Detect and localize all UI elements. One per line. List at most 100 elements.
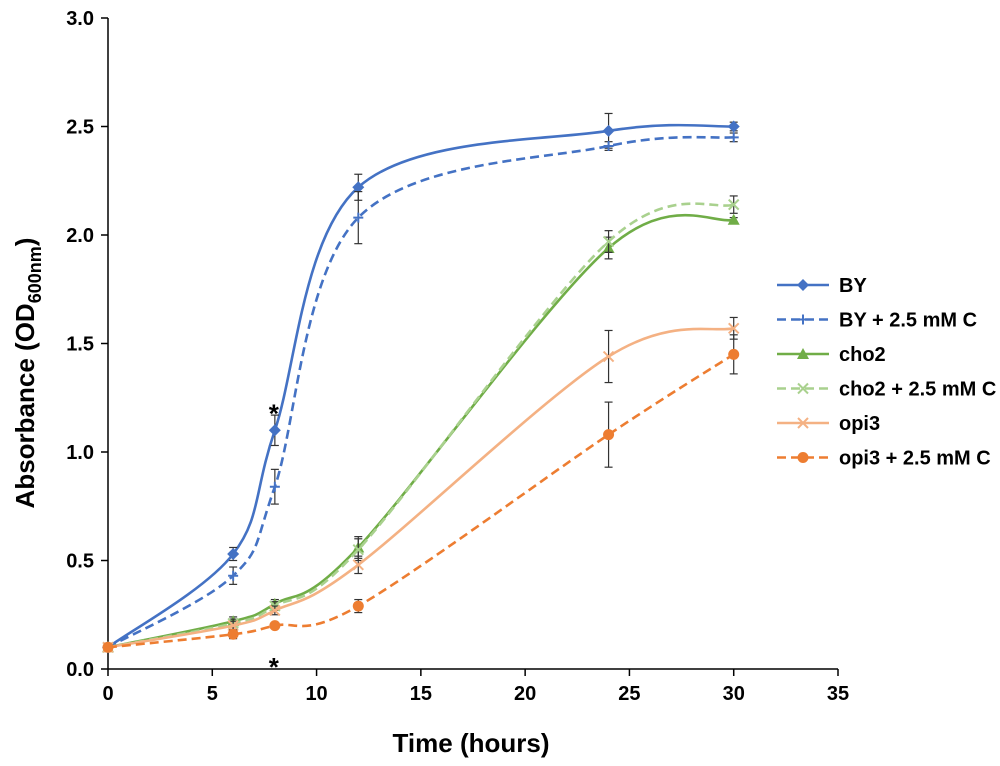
- legend-marker: [798, 314, 808, 325]
- legend-marker: [797, 279, 809, 291]
- x-marker: [352, 543, 364, 556]
- x-marker: [602, 235, 615, 248]
- data-point: [728, 132, 739, 143]
- data-point: [228, 570, 239, 581]
- data-point: [352, 559, 364, 571]
- data-point: [728, 322, 740, 335]
- x-tick-label: 20: [514, 683, 536, 705]
- data-point: [727, 213, 740, 225]
- cross-marker: [269, 481, 280, 492]
- x-tick-label: 15: [410, 683, 432, 705]
- axes: 0 5 10 15 20 25 30 35 0.0 0.5 1.0 1.5 2.0 2.5 3.0: [66, 8, 849, 705]
- y-tick-label: 3.0: [66, 8, 94, 30]
- legend-label: opi3 + 2.5 mM C: [839, 448, 991, 470]
- x-tick-label: 5: [207, 683, 218, 705]
- x-tick-label: 0: [102, 683, 113, 705]
- cross-marker: [228, 570, 239, 581]
- x-tick-label: 25: [618, 683, 640, 705]
- cross-marker: [798, 314, 808, 325]
- series-5: [102, 334, 740, 653]
- circle-marker: [797, 452, 809, 463]
- triangle-marker: [727, 213, 740, 225]
- annotations: **: [269, 398, 280, 682]
- cross-marker: [603, 141, 614, 152]
- legend-label: cho2: [839, 344, 886, 366]
- series-3: [102, 195, 740, 654]
- legend-item: opi3 + 2.5 mM C: [777, 448, 991, 470]
- legend-label: BY + 2.5 mM C: [839, 310, 977, 332]
- data-point: [352, 543, 364, 556]
- cross-marker: [728, 132, 739, 143]
- triangle-marker: [797, 348, 809, 359]
- series-layer: [102, 112, 740, 654]
- series-4: [102, 316, 740, 654]
- legend-label: cho2 + 2.5 mM C: [839, 379, 996, 401]
- data-point: [269, 481, 280, 492]
- y-axis-title: Absorbance (OD600nm): [10, 238, 45, 509]
- diamond-marker: [727, 120, 740, 133]
- series-line: [107, 123, 734, 649]
- x-marker: [728, 322, 740, 335]
- data-point: [227, 547, 240, 560]
- x-marker: [602, 350, 615, 363]
- circle-marker: [269, 620, 281, 632]
- legend-label: BY: [839, 275, 867, 297]
- significance-asterisk: *: [269, 398, 280, 428]
- data-point: [353, 212, 364, 223]
- data-point: [728, 198, 740, 211]
- series-1: [103, 132, 739, 653]
- y-tick-label: 1.0: [66, 442, 94, 464]
- x-axis-title: Time (hours): [393, 728, 550, 758]
- data-point: [268, 424, 281, 437]
- data-point: [352, 600, 364, 612]
- data-point: [602, 124, 615, 137]
- circle-marker: [603, 429, 615, 441]
- legend-label: opi3: [839, 413, 880, 435]
- significance-asterisk: *: [269, 652, 280, 682]
- series-line: [107, 202, 735, 649]
- data-point: [602, 235, 615, 248]
- data-point: [728, 348, 740, 360]
- y-tick-label: 2.0: [66, 225, 94, 247]
- data-point: [727, 120, 740, 133]
- data-point: [227, 628, 239, 640]
- data-point: [102, 641, 114, 653]
- diamond-marker: [268, 424, 281, 437]
- data-point: [227, 619, 239, 632]
- series-0: [102, 112, 740, 654]
- circle-marker: [352, 600, 364, 612]
- legend-marker: [797, 417, 809, 429]
- data-point: [603, 141, 614, 152]
- legend-item: opi3: [777, 413, 880, 435]
- data-point: [269, 620, 281, 632]
- legend-marker: [797, 382, 809, 395]
- x-marker: [797, 417, 809, 429]
- y-tick-label: 0.0: [66, 659, 94, 681]
- y-tick-label: 2.5: [66, 117, 94, 139]
- y-tick-label: 0.5: [66, 551, 94, 573]
- x-tick-label: 35: [827, 683, 849, 705]
- diamond-marker: [602, 124, 615, 137]
- circle-marker: [728, 348, 740, 360]
- diamond-marker: [227, 547, 240, 560]
- series-line: [107, 135, 734, 649]
- x-tick-label: 10: [305, 683, 327, 705]
- legend-marker: [797, 452, 809, 463]
- x-marker: [269, 604, 281, 617]
- data-point: [602, 350, 615, 363]
- x-marker: [728, 198, 740, 211]
- x-marker: [227, 619, 239, 632]
- x-marker: [797, 382, 809, 395]
- data-point: [603, 429, 615, 441]
- data-point: [352, 181, 365, 194]
- data-point: [269, 604, 281, 617]
- diamond-marker: [797, 279, 809, 291]
- x-tick-label: 30: [723, 683, 745, 705]
- circle-marker: [227, 628, 239, 640]
- cross-marker: [353, 212, 364, 223]
- legend-item: cho2 + 2.5 mM C: [777, 379, 996, 401]
- y-tick-label: 1.5: [66, 334, 94, 356]
- diamond-marker: [352, 181, 365, 194]
- legend-item: BY + 2.5 mM C: [777, 310, 977, 332]
